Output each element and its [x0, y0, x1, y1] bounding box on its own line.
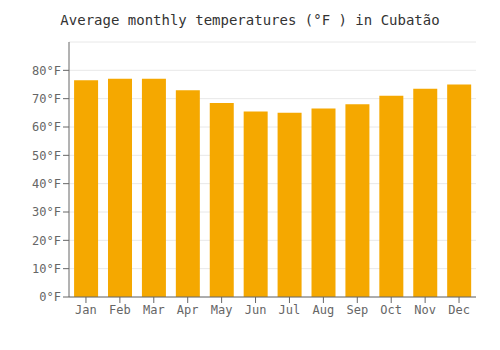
svg-text:Dec: Dec	[448, 303, 470, 317]
svg-text:Apr: Apr	[177, 303, 199, 317]
svg-text:40°F: 40°F	[32, 177, 61, 191]
svg-text:Aug: Aug	[313, 303, 335, 317]
svg-text:60°F: 60°F	[32, 120, 61, 134]
svg-text:0°F: 0°F	[39, 290, 61, 304]
svg-text:80°F: 80°F	[32, 64, 61, 78]
svg-text:Feb: Feb	[109, 303, 131, 317]
svg-text:20°F: 20°F	[32, 234, 61, 248]
svg-text:Jun: Jun	[245, 303, 267, 317]
svg-text:70°F: 70°F	[32, 92, 61, 106]
svg-text:Oct: Oct	[380, 303, 402, 317]
svg-text:Sep: Sep	[346, 303, 368, 317]
svg-text:50°F: 50°F	[32, 149, 61, 163]
svg-text:May: May	[211, 303, 233, 317]
svg-text:30°F: 30°F	[32, 205, 61, 219]
svg-text:Mar: Mar	[143, 303, 165, 317]
svg-text:10°F: 10°F	[32, 262, 61, 276]
svg-text:Jan: Jan	[75, 303, 97, 317]
svg-text:Nov: Nov	[414, 303, 436, 317]
svg-text:Jul: Jul	[279, 303, 301, 317]
html-text:Average monthly temperatures (: Average monthly temperatures (°F ) in Cu…	[60, 12, 440, 28]
